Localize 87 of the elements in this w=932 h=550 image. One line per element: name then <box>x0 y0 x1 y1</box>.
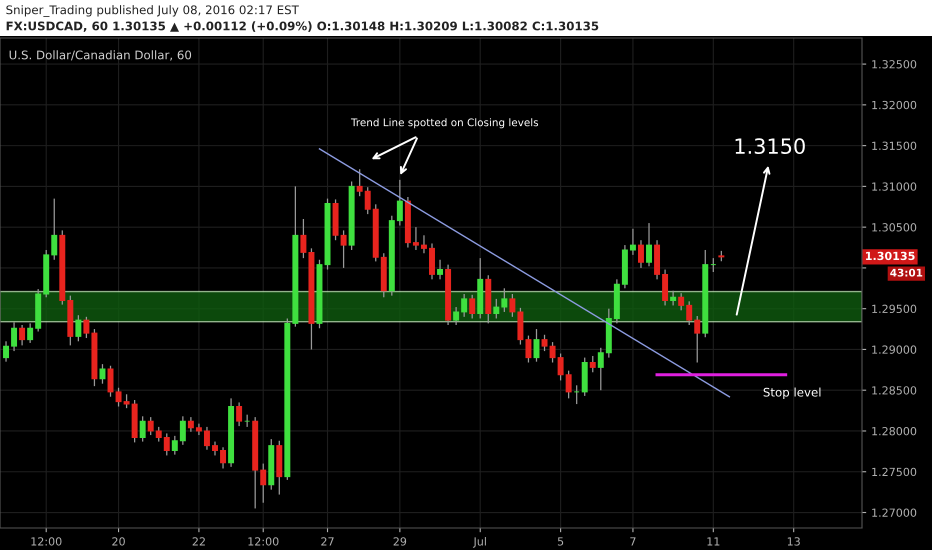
text: Sniper_Trading published July 08, 2016 02:17 EST <box>6 5 299 17</box>
candlestick <box>51 198 58 260</box>
x-tick-label: 20 <box>112 537 125 546</box>
candlestick <box>100 364 106 384</box>
annotation: 1.3150 <box>736 138 805 154</box>
y-tick-label: 1.28000 <box>872 426 916 436</box>
candlestick <box>542 334 548 352</box>
x-tick-label: 12:00 <box>248 537 278 546</box>
candlestick <box>172 435 178 456</box>
candlestick <box>204 426 210 450</box>
annotation: U.S. Dollar/Canadian Dollar, 60 <box>10 50 192 61</box>
x-tick-label: 11 <box>707 537 720 546</box>
candlestick <box>260 462 266 504</box>
candlestick <box>590 355 596 373</box>
y-tick-label: 1.32500 <box>872 60 916 68</box>
candlestick <box>469 294 476 320</box>
candlestick <box>244 414 250 428</box>
text: 1.30135 <box>866 252 915 260</box>
candlestick <box>340 230 347 269</box>
candlestick <box>364 186 371 215</box>
candlestick <box>678 292 684 311</box>
candlestick <box>694 315 700 364</box>
candlestick <box>718 250 724 262</box>
candlestick <box>156 426 162 442</box>
x-tick-label: 22 <box>192 537 205 546</box>
candlestick <box>558 352 564 382</box>
candlestick <box>27 322 34 344</box>
x-tick-label: Jul <box>472 537 486 548</box>
candlestick <box>11 322 18 352</box>
candlestick <box>300 218 306 259</box>
candlestick <box>598 347 604 391</box>
y-tick-label: 1.31500 <box>872 142 916 150</box>
y-tick-label: 1.32000 <box>872 100 916 110</box>
candlestick <box>493 298 500 320</box>
x-tick-label: 7 <box>630 537 636 546</box>
candlestick <box>525 334 532 364</box>
candlestick <box>83 316 90 339</box>
y-tick-label: 1.27000 <box>872 508 916 517</box>
candlestick <box>646 222 652 267</box>
x-tick-label: 29 <box>394 537 406 546</box>
candlestick <box>420 234 427 254</box>
text: FX:USDCAD, 60 1.30135 ▲ +0.00112 (+0.09%) O:1.30148 H:1.30209 L:1.30082 C:1.30135 <box>6 21 598 32</box>
candlestick <box>236 402 242 427</box>
y-tick-label: 1.28500 <box>872 386 916 395</box>
candlestick <box>550 341 556 364</box>
candlestick <box>124 394 130 409</box>
y-tick-label: 1.29500 <box>872 304 916 314</box>
candlestick <box>710 258 716 273</box>
candlestick <box>75 314 82 342</box>
candlestick <box>212 440 218 456</box>
candlestick <box>148 416 154 436</box>
candlestick <box>3 340 10 362</box>
candlestick <box>412 226 419 251</box>
candlestick <box>566 370 572 399</box>
candlestick <box>396 179 403 226</box>
candlestick <box>116 387 122 408</box>
candlestick <box>108 365 114 398</box>
candlestick <box>140 416 146 442</box>
x-tick-label: 5 <box>558 537 564 546</box>
candlestick <box>686 300 692 326</box>
candlestick <box>356 168 363 197</box>
text: 43:01 <box>890 268 922 277</box>
candlestick <box>453 306 460 326</box>
y-tick-label: 1.30500 <box>872 223 916 232</box>
y-tick-label: 1.27500 <box>872 468 916 476</box>
x-tick-label: 27 <box>321 537 334 546</box>
candlestick <box>180 416 186 446</box>
candlestick <box>188 416 194 432</box>
candlestick <box>638 240 644 269</box>
x-tick-label: 12:00 <box>31 537 62 546</box>
annotation: Stop level <box>764 388 820 399</box>
y-tick-label: 1.29000 <box>872 345 916 354</box>
annotation: Trend Line spotted on Closing levels <box>350 118 538 128</box>
x-tick-label: 13 <box>788 537 800 546</box>
candlestick <box>461 293 468 318</box>
candlestick <box>630 228 636 256</box>
candlestick <box>509 293 516 318</box>
candlestick <box>534 328 540 362</box>
candlestick <box>196 423 202 436</box>
candlestick <box>670 290 676 306</box>
candlestick <box>164 432 170 456</box>
y-tick-label: 1.31000 <box>872 182 916 191</box>
candlestick <box>501 288 508 313</box>
candlestick <box>437 259 444 280</box>
candlestick <box>574 384 580 405</box>
candlestick <box>19 324 26 346</box>
candlestick <box>220 446 226 470</box>
